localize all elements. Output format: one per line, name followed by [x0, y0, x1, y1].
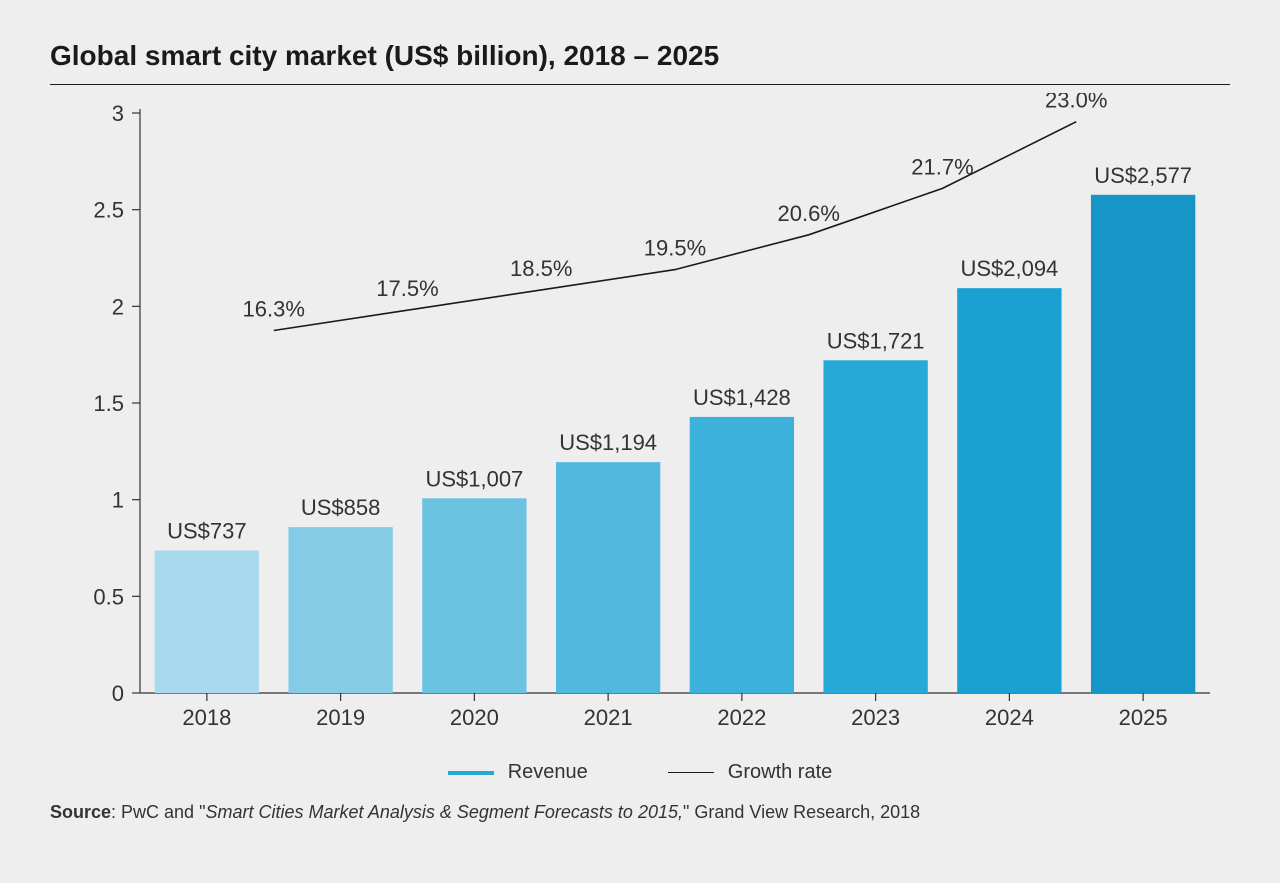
svg-text:2018: 2018 — [182, 705, 231, 730]
legend: Revenue Growth rate — [50, 761, 1230, 784]
svg-text:US$2,577: US$2,577 — [1094, 163, 1192, 188]
source-label: Source — [50, 802, 111, 822]
svg-text:2: 2 — [112, 294, 124, 319]
source-italic: Smart Cities Market Analysis & Segment F… — [205, 802, 683, 822]
svg-text:17.5%: 17.5% — [376, 276, 438, 301]
svg-text:3: 3 — [112, 101, 124, 126]
svg-text:US$1,007: US$1,007 — [425, 466, 523, 491]
svg-text:21.7%: 21.7% — [911, 154, 973, 179]
svg-text:US$1,721: US$1,721 — [827, 328, 925, 353]
svg-text:2025: 2025 — [1119, 705, 1168, 730]
svg-text:18.5%: 18.5% — [510, 256, 572, 281]
svg-text:2023: 2023 — [851, 705, 900, 730]
svg-text:2019: 2019 — [316, 705, 365, 730]
legend-item-growth: Growth rate — [668, 761, 832, 784]
svg-text:20.6%: 20.6% — [778, 201, 840, 226]
legend-label-revenue: Revenue — [508, 761, 588, 784]
legend-swatch-growth — [668, 772, 714, 774]
legend-item-revenue: Revenue — [448, 761, 588, 784]
svg-text:2.5: 2.5 — [93, 198, 124, 223]
svg-text:US$737: US$737 — [167, 519, 247, 544]
svg-text:2021: 2021 — [584, 705, 633, 730]
svg-text:16.3%: 16.3% — [243, 297, 305, 322]
svg-text:23.0%: 23.0% — [1045, 93, 1107, 113]
svg-text:US$1,194: US$1,194 — [559, 430, 657, 455]
chart-svg: 0 0.5 1 1.5 2 2.5 3 2018 US$737 2019 US$858 2020 US$… — [50, 93, 1230, 753]
svg-text:19.5%: 19.5% — [644, 236, 706, 261]
svg-text:2024: 2024 — [985, 705, 1034, 730]
svg-text:1: 1 — [112, 488, 124, 513]
source-suffix: " Grand View Research, 2018 — [683, 802, 920, 822]
svg-text:0.5: 0.5 — [93, 584, 124, 609]
svg-text:US$2,094: US$2,094 — [960, 256, 1058, 281]
svg-text:US$1,428: US$1,428 — [693, 385, 791, 410]
legend-label-growth: Growth rate — [728, 761, 832, 784]
svg-text:2020: 2020 — [450, 705, 499, 730]
legend-swatch-revenue — [448, 771, 494, 775]
source-prefix: : PwC and " — [111, 802, 205, 822]
chart-container: 0 0.5 1 1.5 2 2.5 3 2018 US$737 2019 US$858 2020 US$… — [50, 93, 1230, 753]
svg-text:0: 0 — [112, 681, 124, 706]
svg-text:US$858: US$858 — [301, 495, 381, 520]
svg-text:2022: 2022 — [717, 705, 766, 730]
svg-text:1.5: 1.5 — [93, 391, 124, 416]
chart-title: Global smart city market (US$ billion), … — [50, 40, 1230, 85]
source-note: Source: PwC and "Smart Cities Market Ana… — [50, 802, 1230, 823]
